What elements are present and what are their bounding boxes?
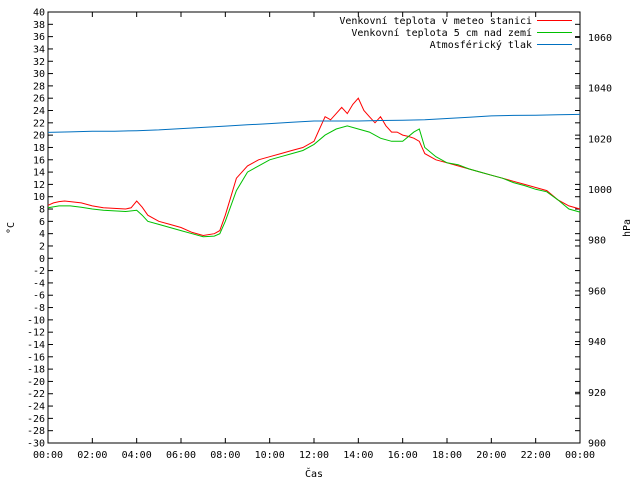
series-line-1 <box>47 97 581 237</box>
y2-axis-label: hPa <box>622 219 633 237</box>
y-tick-label: 40 <box>33 8 45 19</box>
y2-tick-label: 960 <box>588 286 606 297</box>
y-tick-label: 12 <box>33 180 45 191</box>
y2-axis-ticks: 1060 1040 1020 1000 980 960 940 920 900 <box>575 33 612 450</box>
y-tick-label: 2 <box>39 241 45 252</box>
y-tick-label: 36 <box>33 32 45 43</box>
y-tick-label: -12 <box>27 328 45 339</box>
y-tick-label: 6 <box>39 217 45 228</box>
y2-tick-label: 1000 <box>588 185 612 196</box>
y-axis-label: °C <box>6 222 17 234</box>
y-tick-label: 30 <box>33 69 45 80</box>
y-tick-label: -26 <box>27 414 45 425</box>
x-tick-label: 00:00 <box>33 450 63 461</box>
legend-label-3: Atmosférický tlak <box>430 39 532 51</box>
x-tick-label: 08:00 <box>210 450 240 461</box>
x-tick-label: 10:00 <box>255 450 285 461</box>
x-tick-label: 04:00 <box>122 450 152 461</box>
y-tick-label: 4 <box>39 229 45 240</box>
y-tick-label: -10 <box>27 315 45 326</box>
y-tick-label: 10 <box>33 192 45 203</box>
series-line-2 <box>47 125 581 238</box>
y-tick-label: -8 <box>33 303 45 314</box>
y-tick-label: 18 <box>33 143 45 154</box>
y-tick-label: 24 <box>33 106 45 117</box>
y2-tick-label: 1040 <box>588 84 612 95</box>
y-tick-label: 8 <box>39 205 45 216</box>
y2-tick-label: 920 <box>588 388 606 399</box>
y-tick-label: -4 <box>33 278 45 289</box>
y-tick-label: 14 <box>33 168 45 179</box>
series-lines <box>47 97 581 238</box>
x-tick-label: 18:00 <box>432 450 462 461</box>
x-axis-ticks: 00:00 02:00 04:00 06:00 08:00 10:00 12:00 14:00… <box>33 12 595 461</box>
y-tick-label: 38 <box>33 20 45 31</box>
y-tick-label: 16 <box>33 155 45 166</box>
y2-tick-label: 900 <box>588 439 606 450</box>
y-tick-label: 32 <box>33 57 45 68</box>
legend-label-1: Venkovní teplota v meteo stanici <box>339 15 532 27</box>
y-tick-label: 34 <box>33 44 45 55</box>
y-tick-label: -6 <box>33 291 45 302</box>
series-line-3 <box>47 113 581 133</box>
x-tick-label: 14:00 <box>343 450 373 461</box>
y-tick-label: 20 <box>33 131 45 142</box>
x-tick-label: 22:00 <box>521 450 551 461</box>
plot-frame <box>47 11 581 444</box>
x-tick-label: 02:00 <box>77 450 107 461</box>
x-tick-label: 06:00 <box>166 450 196 461</box>
y-axis-ticks: 4038363432302826242220181614121086420-2-… <box>27 8 580 450</box>
y-tick-label: 26 <box>33 94 45 105</box>
y-tick-label: 22 <box>33 118 45 129</box>
y2-tick-label: 1020 <box>588 134 612 145</box>
x-axis-label: Čas <box>305 467 323 480</box>
x-tick-label: 16:00 <box>388 450 418 461</box>
y-tick-label: -2 <box>33 266 45 277</box>
x-tick-label: 12:00 <box>299 450 329 461</box>
plot-border <box>47 11 581 444</box>
x-tick-label: 00:00 <box>565 450 595 461</box>
y-tick-label: -18 <box>27 365 45 376</box>
y-tick-label: -28 <box>27 426 45 437</box>
y2-tick-label: 980 <box>588 236 606 247</box>
y-tick-label: -16 <box>27 352 45 363</box>
y-tick-label: 28 <box>33 81 45 92</box>
legend-label-2: Venkovní teplota 5 cm nad zemí <box>351 27 532 39</box>
y-tick-label: -22 <box>27 389 45 400</box>
y-tick-label: -14 <box>27 340 45 351</box>
y-tick-label: -20 <box>27 377 45 388</box>
x-tick-label: 20:00 <box>476 450 506 461</box>
y-tick-label: -30 <box>27 439 45 450</box>
y-tick-label: -24 <box>27 402 45 413</box>
y2-tick-label: 1060 <box>588 33 612 44</box>
y2-tick-label: 940 <box>588 337 606 348</box>
legend: Venkovní teplota v meteo staniciVenkovní… <box>339 15 572 51</box>
y-tick-label: 0 <box>39 254 45 265</box>
